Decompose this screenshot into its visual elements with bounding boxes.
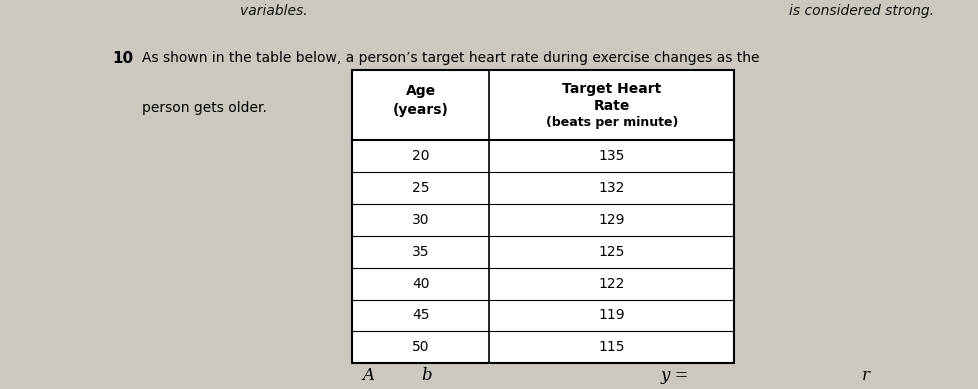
Text: 129: 129 <box>598 213 625 227</box>
Text: Rate: Rate <box>593 99 630 113</box>
Text: 115: 115 <box>598 340 625 354</box>
Text: Target Heart: Target Heart <box>561 82 661 96</box>
Text: 132: 132 <box>599 181 624 195</box>
Text: 45: 45 <box>412 308 429 322</box>
Text: 119: 119 <box>598 308 625 322</box>
Text: 125: 125 <box>599 245 624 259</box>
Text: 40: 40 <box>412 277 429 291</box>
Text: 20: 20 <box>412 149 429 163</box>
Text: 50: 50 <box>412 340 429 354</box>
Text: variables.: variables. <box>240 4 308 18</box>
Text: 122: 122 <box>599 277 624 291</box>
Text: r: r <box>861 367 868 384</box>
Text: (beats per minute): (beats per minute) <box>545 116 678 129</box>
Text: 30: 30 <box>412 213 429 227</box>
Text: b: b <box>421 367 431 384</box>
Text: (years): (years) <box>392 103 449 117</box>
Text: person gets older.: person gets older. <box>142 101 267 115</box>
Text: y =: y = <box>660 367 689 384</box>
Text: 10: 10 <box>112 51 134 66</box>
Text: 135: 135 <box>599 149 624 163</box>
Text: 25: 25 <box>412 181 429 195</box>
Text: Age: Age <box>406 84 435 98</box>
Text: 35: 35 <box>412 245 429 259</box>
Text: As shown in the table below, a person’s target heart rate during exercise change: As shown in the table below, a person’s … <box>142 51 759 65</box>
Text: A: A <box>362 367 374 384</box>
Text: is considered strong.: is considered strong. <box>788 4 933 18</box>
